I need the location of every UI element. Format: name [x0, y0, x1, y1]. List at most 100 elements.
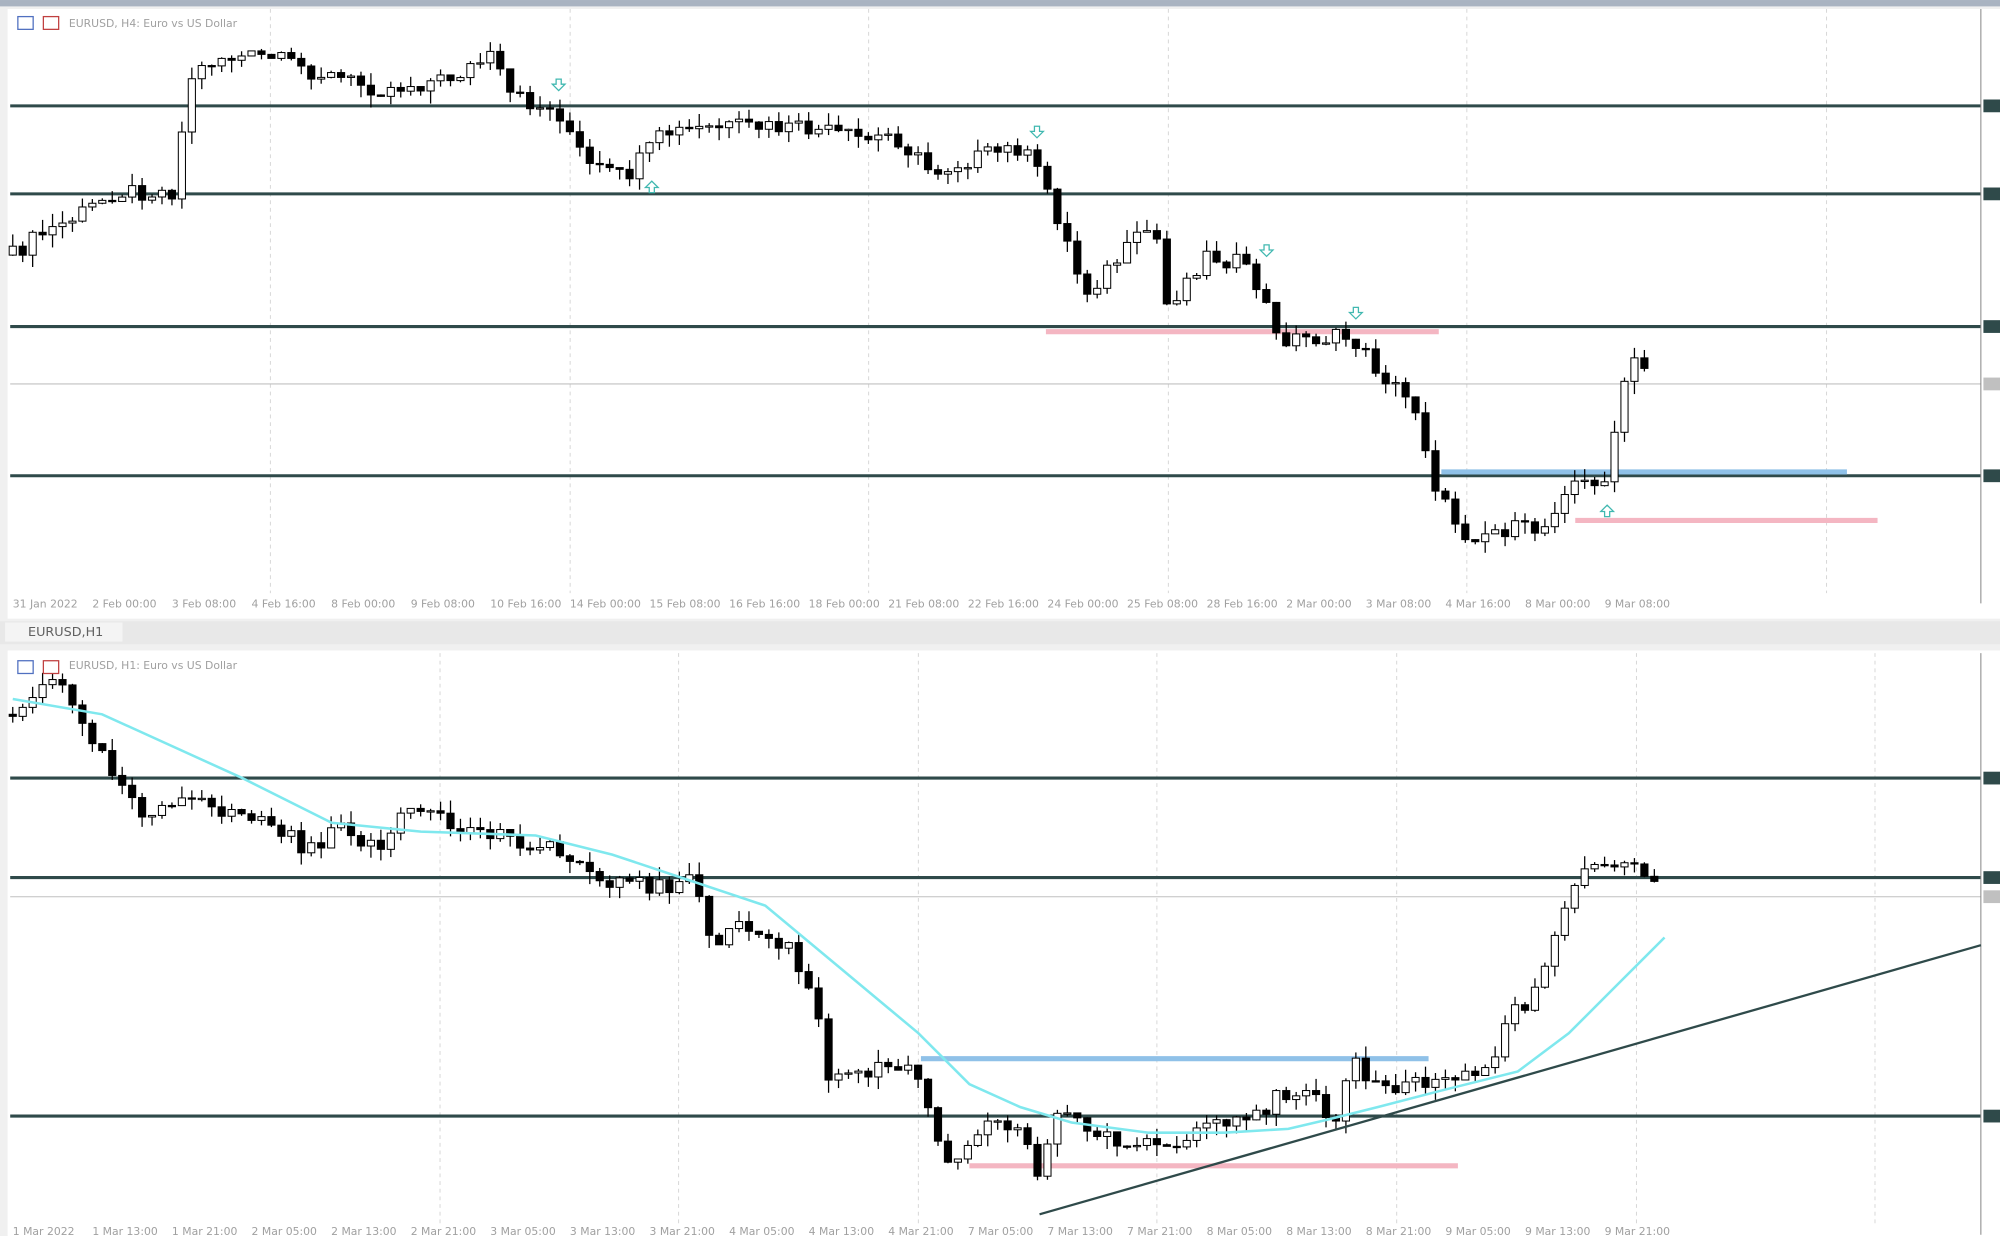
candle-body: [1510, 1004, 1520, 1025]
candle-body: [476, 827, 485, 831]
candle-body: [774, 937, 783, 949]
candle-body: [963, 1144, 972, 1160]
candle-body: [844, 1072, 853, 1075]
candle-body: [655, 130, 664, 144]
candle-body: [406, 807, 415, 814]
price-marker: [1983, 320, 2000, 333]
x-axis-label: 25 Feb 08:00: [1127, 598, 1198, 611]
candle-body: [1351, 1057, 1360, 1082]
candle-body: [516, 91, 525, 94]
candle-body: [1013, 145, 1022, 156]
candle-body: [1491, 529, 1500, 535]
icon: [42, 15, 60, 30]
candle-body: [1640, 357, 1649, 369]
icon: [17, 15, 34, 30]
x-axis-label: 2 Mar 21:00: [411, 1225, 477, 1236]
price-marker: [1983, 469, 2000, 483]
candle-body: [356, 835, 366, 847]
candle-body: [1560, 494, 1569, 514]
candle-body: [715, 125, 724, 129]
candle-body: [1073, 240, 1082, 275]
tab-label[interactable]: EURUSD,H1: [28, 625, 103, 640]
candle-body: [1381, 372, 1390, 385]
candle-body: [38, 231, 47, 236]
candle-body: [1361, 347, 1370, 351]
candle-body: [973, 1134, 982, 1146]
candle-body: [1321, 342, 1331, 345]
candle-body: [545, 841, 555, 849]
candle-body: [446, 812, 455, 830]
candle-body: [1351, 338, 1360, 349]
candle-body: [904, 146, 913, 156]
candle-body: [1550, 934, 1559, 967]
icon: [17, 660, 34, 675]
candle-body: [923, 1078, 933, 1109]
candle-body: [277, 824, 286, 837]
candle-body: [157, 189, 167, 198]
candle-body: [545, 107, 555, 110]
candle-body: [138, 185, 147, 201]
candle-body: [526, 847, 535, 851]
candle-body: [1192, 1127, 1201, 1141]
candle-body: [615, 167, 624, 170]
candle-body: [565, 855, 574, 862]
candle-body: [774, 121, 783, 133]
x-axis-label: 9 Mar 08:00: [1605, 598, 1671, 611]
candle-body: [1520, 520, 1530, 523]
candle-body: [1630, 862, 1639, 865]
candle-body: [68, 684, 77, 706]
candle-body: [1590, 863, 1599, 870]
candle-body: [1172, 1145, 1181, 1149]
chart-title: EURUSD, H1: Euro vs US Dollar: [69, 659, 238, 672]
price-marker: [1983, 771, 2000, 785]
candle-body: [645, 142, 654, 154]
candle-body: [535, 847, 545, 851]
candle-body: [1272, 1090, 1281, 1115]
candle-body: [257, 816, 266, 821]
candle-body: [1421, 412, 1430, 452]
candle-body: [1202, 1122, 1211, 1129]
candle-body: [1232, 1116, 1241, 1127]
candle-body: [297, 57, 306, 67]
candle-body: [695, 125, 704, 130]
x-axis-label: 9 Mar 05:00: [1445, 1225, 1511, 1236]
candle-body: [585, 861, 594, 873]
signal-arrow: [550, 78, 567, 92]
candle-body: [1560, 907, 1569, 936]
candle-body: [555, 108, 565, 122]
candle-body: [1182, 1139, 1191, 1148]
candle-body: [904, 1064, 913, 1071]
candle-body: [167, 804, 177, 808]
h1-panel: [7, 650, 2000, 1236]
candle-body: [1311, 1090, 1321, 1096]
candle-body: [1431, 450, 1440, 492]
candle-body: [327, 827, 336, 849]
candle-body: [486, 50, 495, 64]
x-axis-label: 9 Feb 08:00: [411, 598, 475, 611]
candle-body: [1053, 1112, 1062, 1145]
candle-body: [1401, 382, 1410, 398]
candle-body: [1481, 1067, 1490, 1076]
tab[interactable]: EURUSD,H1: [5, 622, 123, 642]
candle-body: [138, 797, 147, 818]
candle-body: [1003, 1120, 1012, 1131]
candle-body: [436, 810, 445, 814]
candle-body: [307, 842, 316, 854]
candle-body: [1471, 1070, 1480, 1076]
candle-body: [764, 933, 773, 939]
candle-body: [1162, 1144, 1171, 1147]
candle-body: [227, 809, 236, 817]
candle-body: [406, 86, 415, 92]
candle-body: [157, 804, 167, 816]
candle-body: [376, 94, 385, 97]
candle-body: [943, 171, 953, 175]
candle-body: [197, 65, 206, 80]
candle-body: [436, 74, 445, 82]
candle-body: [744, 118, 754, 123]
candle-body: [207, 797, 216, 808]
candle-body: [167, 189, 177, 200]
candle-body: [804, 120, 813, 135]
candle-body: [1600, 863, 1609, 867]
candle-body: [1202, 250, 1211, 277]
x-axis-label: 4 Mar 05:00: [729, 1225, 795, 1236]
